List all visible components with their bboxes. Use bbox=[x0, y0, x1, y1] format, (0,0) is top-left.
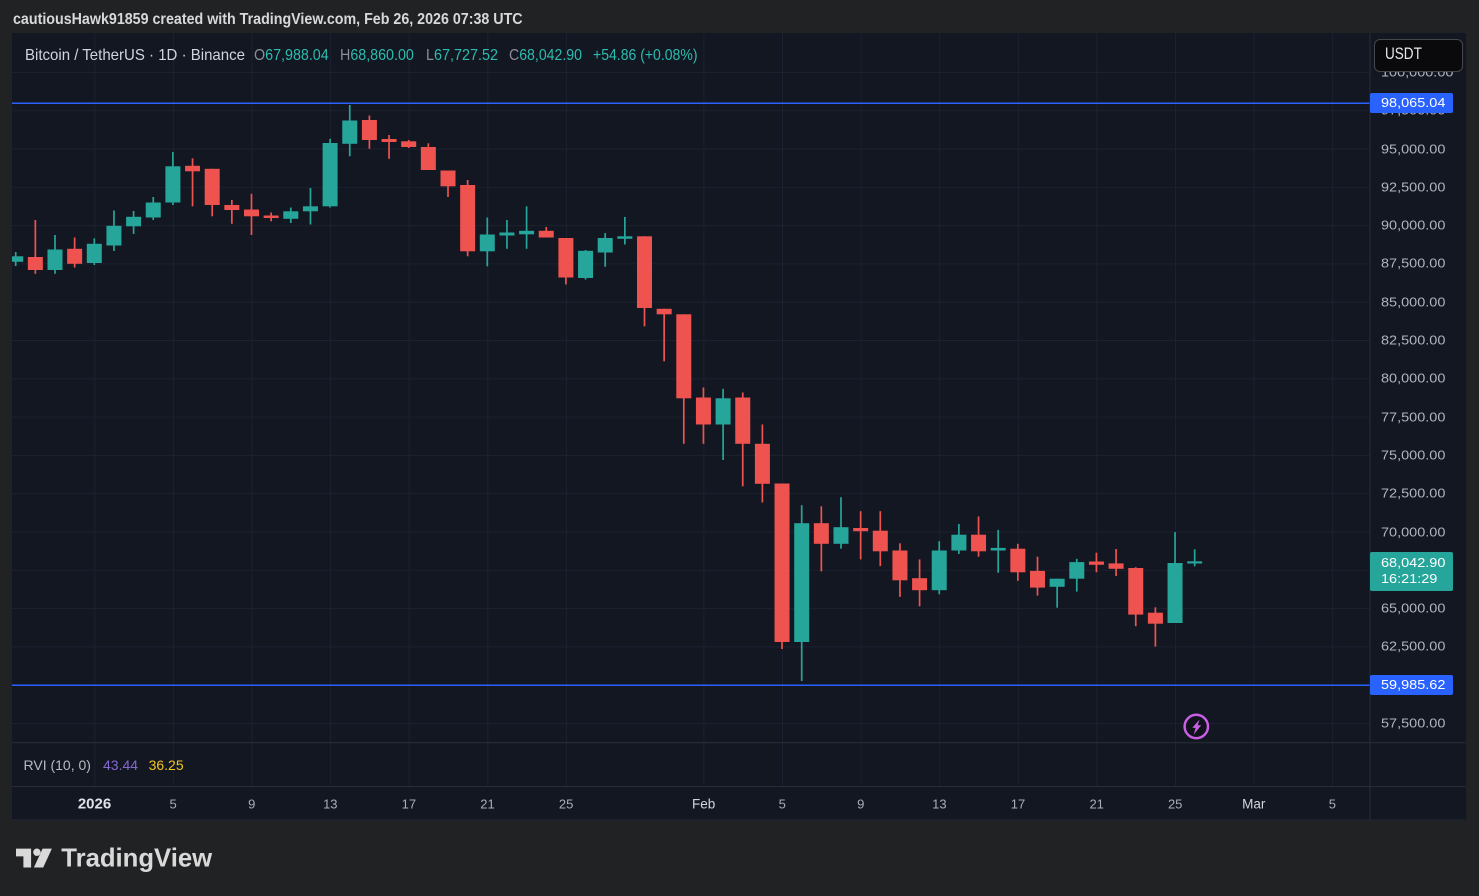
svg-text:TradingView: TradingView bbox=[61, 845, 213, 873]
